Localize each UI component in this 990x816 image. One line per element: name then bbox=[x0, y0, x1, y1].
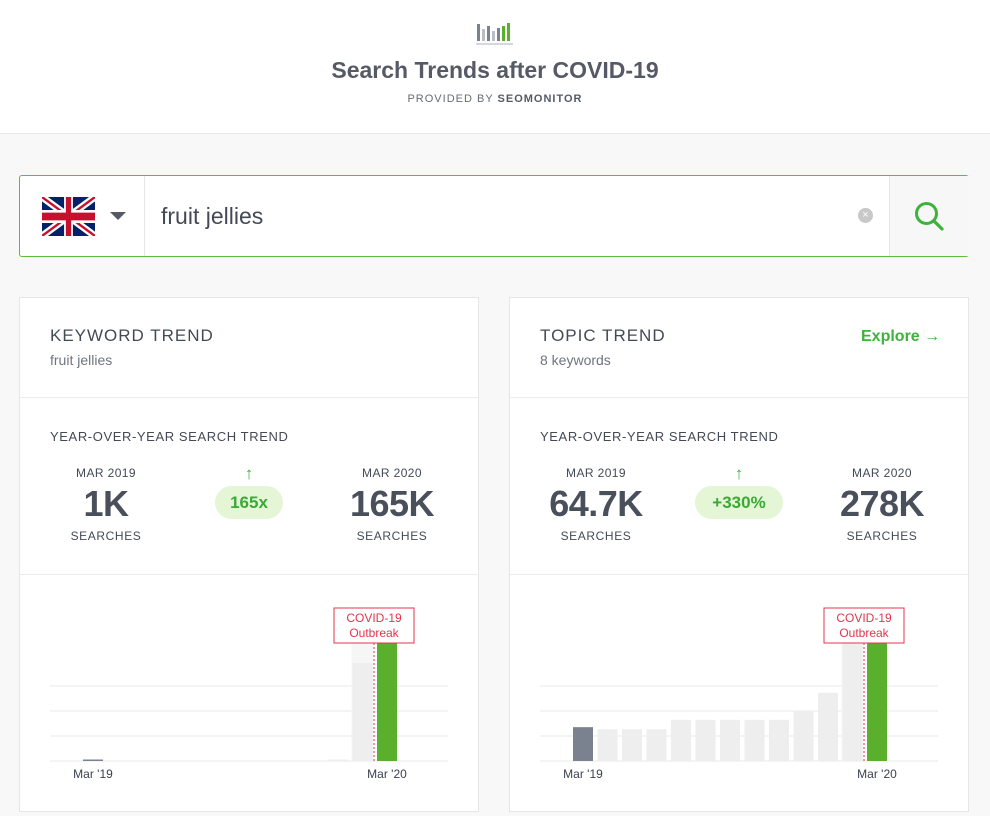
chart-bar: Jul '19: 79 bbox=[671, 719, 691, 761]
arrow-up-icon: ↑ bbox=[244, 464, 254, 483]
x-tick-label: Mar '20 bbox=[367, 767, 407, 781]
explore-link[interactable]: Explore → bbox=[861, 328, 941, 345]
stat-label: SEARCHES bbox=[356, 529, 428, 543]
card-title: KEYWORD TREND bbox=[50, 326, 214, 345]
top-header: Search Trends after COVID-19 PROVIDED BY… bbox=[0, 0, 990, 134]
stat-label: SEARCHES bbox=[560, 529, 632, 543]
provided-by: PROVIDED BY SEOMONITOR bbox=[0, 93, 990, 105]
stat-value: 165K bbox=[349, 483, 435, 524]
page-title: Search Trends after COVID-19 bbox=[331, 57, 659, 83]
stat-value: 64.7K bbox=[549, 483, 643, 524]
clear-circle-icon[interactable]: × bbox=[858, 208, 873, 223]
stats-title: YEAR-OVER-YEAR SEARCH TREND bbox=[540, 429, 779, 444]
card-subtitle: fruit jellies bbox=[50, 352, 113, 368]
card-header: TOPIC TREND 8 keywords Explore → bbox=[510, 298, 968, 398]
country-select[interactable] bbox=[20, 176, 145, 256]
search-button[interactable] bbox=[889, 176, 969, 256]
bar-chart: Mar '19: 65Apr '19: 61May '19: 61Jun '19… bbox=[540, 607, 938, 781]
outbreak-annotation-text: Outbreak bbox=[839, 626, 889, 640]
stat-value: 1K bbox=[83, 483, 129, 524]
keyword-trend-chart: Mar '19: 1Apr '19: 0May '19: 0Jun '19: 0… bbox=[20, 575, 478, 811]
change-badge: +330% bbox=[695, 486, 783, 519]
change-badge: 165x bbox=[215, 486, 283, 519]
x-tick-label: Mar '19 bbox=[563, 767, 603, 781]
chart-bar: Mar '19: 65 bbox=[573, 727, 593, 761]
keyword-trend-card: KEYWORD TREND fruit jellies YEAR-OVER-YE… bbox=[19, 297, 479, 812]
x-tick-label: Mar '20 bbox=[857, 767, 897, 781]
stat-month: MAR 2019 bbox=[566, 466, 626, 480]
stat-month: MAR 2020 bbox=[362, 466, 422, 480]
topic-trend-card: TOPIC TREND 8 keywords Explore → YEAR-OV… bbox=[509, 297, 969, 812]
chart-bar: Apr '19: 61 bbox=[597, 729, 618, 761]
chart-bar: Sep '19: 79 bbox=[720, 719, 740, 761]
chart-bar: Dec '19: 96 bbox=[793, 711, 814, 761]
card-header: KEYWORD TREND fruit jellies bbox=[20, 298, 478, 398]
uk-flag-icon bbox=[42, 197, 95, 236]
chart-bar: Aug '19: 79 bbox=[695, 719, 716, 761]
bar-chart-logo-icon bbox=[476, 23, 513, 45]
stat-before: MAR 2019 64.7K SEARCHES bbox=[521, 466, 671, 543]
search-bar: × bbox=[19, 175, 969, 257]
chevron-down-icon bbox=[110, 212, 126, 220]
chart-bar: Nov '19: 79 bbox=[769, 719, 789, 761]
search-icon bbox=[915, 202, 944, 231]
card-title: TOPIC TREND bbox=[540, 326, 666, 345]
stat-after: MAR 2020 165K SEARCHES bbox=[317, 466, 467, 543]
chart-bar: Feb '20: 85 bbox=[352, 662, 373, 761]
x-tick-label: Mar '19 bbox=[73, 767, 113, 781]
stat-label: SEARCHES bbox=[70, 529, 142, 543]
chart-bar: Feb '20: 284 bbox=[842, 613, 863, 761]
provider-brand: SEOMONITOR bbox=[497, 93, 583, 105]
stat-month: MAR 2020 bbox=[852, 466, 912, 480]
arrow-up-icon: ↑ bbox=[734, 464, 744, 483]
chart-bar: Jan '20: 131 bbox=[818, 692, 838, 761]
chart-bar: Mar '19: 1 bbox=[83, 759, 103, 761]
yoy-stats: YEAR-OVER-YEAR SEARCH TREND MAR 2019 64.… bbox=[510, 398, 968, 575]
yoy-stats: YEAR-OVER-YEAR SEARCH TREND MAR 2019 1K … bbox=[20, 398, 478, 575]
outbreak-annotation-text: COVID-19 bbox=[836, 611, 892, 625]
stat-month: MAR 2019 bbox=[76, 466, 136, 480]
stat-value: 278K bbox=[839, 483, 925, 524]
outbreak-annotation-box bbox=[823, 607, 905, 644]
stats-title: YEAR-OVER-YEAR SEARCH TREND bbox=[50, 429, 289, 444]
chart-bar: Mar '20: 165 bbox=[377, 611, 397, 761]
provided-by-prefix: PROVIDED BY bbox=[407, 93, 494, 105]
stat-after: MAR 2020 278K SEARCHES bbox=[807, 466, 957, 543]
bar-chart: Mar '19: 1Apr '19: 0May '19: 0Jun '19: 0… bbox=[50, 607, 448, 781]
chart-bar: Oct '19: 79 bbox=[744, 719, 765, 761]
outbreak-annotation-box bbox=[333, 607, 415, 644]
outbreak-annotation-text: Outbreak bbox=[349, 626, 399, 640]
chart-bar: Jun '19: 61 bbox=[646, 729, 667, 761]
outbreak-annotation-text: COVID-19 bbox=[346, 611, 402, 625]
chart-bar: Mar '20: 278 bbox=[867, 616, 887, 761]
topic-trend-chart: Mar '19: 65Apr '19: 61May '19: 61Jun '19… bbox=[510, 575, 968, 811]
stat-label: SEARCHES bbox=[846, 529, 918, 543]
card-subtitle: 8 keywords bbox=[540, 352, 611, 368]
stat-before: MAR 2019 1K SEARCHES bbox=[31, 466, 181, 543]
search-input[interactable] bbox=[146, 176, 846, 256]
chart-bar: May '19: 61 bbox=[622, 729, 642, 761]
chart-bar: Jan '20: 1 bbox=[328, 759, 348, 761]
